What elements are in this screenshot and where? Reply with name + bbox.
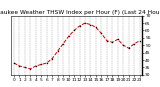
Title: Milwaukee Weather THSW Index per Hour (F) (Last 24 Hours): Milwaukee Weather THSW Index per Hour (F… (0, 10, 160, 15)
